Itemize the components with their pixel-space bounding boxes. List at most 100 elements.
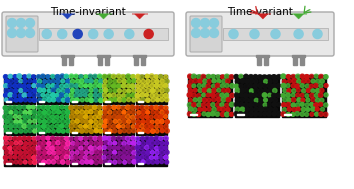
Circle shape [188, 74, 192, 78]
Circle shape [258, 89, 263, 93]
Circle shape [4, 141, 8, 145]
Circle shape [55, 84, 59, 88]
Circle shape [282, 80, 286, 84]
Circle shape [8, 74, 12, 78]
Circle shape [14, 141, 18, 145]
Circle shape [50, 146, 55, 150]
Circle shape [36, 156, 41, 160]
Circle shape [211, 93, 215, 97]
Circle shape [4, 125, 8, 129]
Bar [264, 57, 268, 65]
Circle shape [70, 156, 74, 160]
Circle shape [28, 120, 32, 123]
Circle shape [125, 29, 134, 39]
Circle shape [113, 129, 117, 133]
Circle shape [51, 136, 55, 140]
Circle shape [217, 88, 221, 92]
Circle shape [165, 141, 169, 145]
Bar [69, 57, 73, 65]
Circle shape [102, 124, 107, 128]
Circle shape [56, 146, 59, 150]
Circle shape [140, 146, 144, 150]
Circle shape [117, 94, 121, 98]
Circle shape [23, 79, 27, 83]
Circle shape [28, 88, 32, 93]
Circle shape [159, 94, 163, 98]
Circle shape [27, 84, 30, 88]
Circle shape [296, 103, 300, 107]
Circle shape [324, 84, 328, 88]
Circle shape [13, 115, 17, 119]
Circle shape [8, 136, 12, 140]
Circle shape [88, 93, 93, 97]
Circle shape [69, 93, 74, 97]
Circle shape [94, 88, 98, 92]
Circle shape [61, 110, 65, 115]
Circle shape [127, 79, 131, 83]
Circle shape [75, 79, 80, 83]
Circle shape [282, 108, 286, 112]
Circle shape [112, 136, 115, 140]
Circle shape [202, 84, 206, 88]
Circle shape [282, 103, 286, 107]
Circle shape [24, 142, 28, 146]
Circle shape [112, 124, 116, 128]
Circle shape [55, 124, 59, 128]
Circle shape [264, 98, 267, 102]
Circle shape [107, 146, 112, 150]
Circle shape [94, 120, 98, 124]
Circle shape [292, 89, 296, 93]
Circle shape [61, 129, 65, 133]
Circle shape [89, 120, 93, 124]
Circle shape [14, 111, 18, 115]
Circle shape [165, 150, 169, 155]
Circle shape [154, 93, 159, 98]
Circle shape [121, 115, 125, 119]
Circle shape [137, 129, 141, 133]
Circle shape [71, 160, 75, 164]
Circle shape [43, 80, 47, 83]
Circle shape [18, 160, 23, 164]
Circle shape [188, 84, 192, 88]
Circle shape [123, 160, 127, 164]
Circle shape [225, 84, 229, 88]
Bar [98, 57, 102, 65]
Circle shape [137, 160, 141, 164]
Circle shape [74, 105, 78, 110]
Circle shape [84, 124, 87, 128]
Circle shape [131, 93, 135, 97]
Circle shape [46, 84, 50, 88]
Circle shape [300, 93, 304, 97]
Circle shape [28, 79, 32, 83]
Circle shape [136, 84, 139, 88]
Circle shape [71, 110, 75, 114]
Circle shape [118, 160, 121, 164]
Circle shape [295, 112, 299, 116]
Circle shape [255, 98, 258, 102]
Circle shape [103, 98, 107, 102]
Circle shape [249, 93, 253, 98]
Circle shape [64, 155, 69, 159]
Circle shape [245, 89, 249, 92]
Circle shape [146, 119, 150, 124]
Circle shape [154, 136, 159, 140]
Circle shape [107, 84, 111, 88]
Circle shape [47, 110, 51, 115]
Circle shape [94, 150, 98, 154]
Circle shape [132, 98, 136, 102]
Circle shape [132, 129, 136, 133]
Circle shape [127, 160, 131, 164]
Circle shape [221, 75, 225, 79]
Circle shape [99, 120, 103, 124]
Circle shape [98, 93, 102, 97]
Circle shape [25, 29, 34, 37]
Circle shape [4, 109, 9, 114]
Circle shape [145, 74, 149, 78]
Circle shape [127, 129, 131, 133]
Circle shape [93, 105, 97, 110]
Circle shape [263, 84, 267, 88]
Circle shape [194, 88, 197, 92]
Circle shape [249, 84, 252, 88]
Circle shape [253, 84, 257, 88]
Circle shape [74, 115, 78, 119]
